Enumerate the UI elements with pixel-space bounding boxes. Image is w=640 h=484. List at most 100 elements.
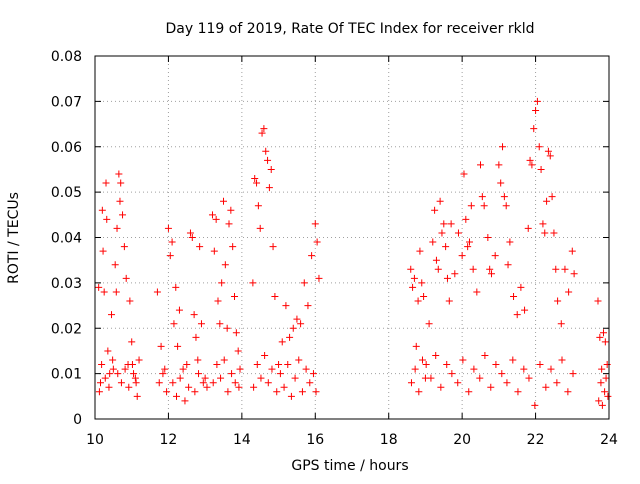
- data-point: [103, 215, 111, 223]
- data-point: [481, 351, 489, 359]
- x-tick-label: 10: [86, 432, 104, 448]
- data-point: [530, 125, 538, 133]
- data-point: [302, 365, 310, 373]
- data-point: [169, 379, 177, 387]
- data-point: [97, 379, 105, 387]
- data-point: [442, 243, 450, 251]
- y-axis-label: ROTI / TECUs: [6, 192, 22, 284]
- data-point: [499, 143, 507, 151]
- data-point: [133, 392, 141, 400]
- data-point: [231, 379, 239, 387]
- y-tick-label: 0.03: [51, 276, 82, 292]
- data-point: [98, 361, 106, 369]
- data-point: [280, 383, 288, 391]
- data-point: [547, 365, 555, 373]
- data-point: [601, 338, 609, 346]
- data-point: [487, 383, 495, 391]
- data-point: [407, 379, 415, 387]
- data-point: [543, 197, 551, 205]
- data-point: [565, 288, 573, 296]
- data-point: [437, 383, 445, 391]
- data-point: [196, 243, 204, 251]
- data-point: [101, 374, 109, 382]
- data-point: [225, 220, 233, 228]
- data-point: [95, 388, 103, 396]
- y-tick-label: 0.01: [51, 367, 82, 383]
- data-point: [427, 374, 435, 382]
- data-point: [420, 292, 428, 300]
- data-point: [258, 129, 266, 137]
- data-point: [598, 401, 606, 409]
- data-point: [418, 279, 426, 287]
- data-point: [300, 279, 308, 287]
- data-point: [188, 234, 196, 241]
- x-tick-label: 18: [380, 432, 398, 448]
- data-point: [454, 229, 462, 237]
- data-point: [495, 161, 503, 169]
- data-point: [125, 383, 133, 391]
- data-point: [486, 265, 494, 273]
- data-point: [282, 302, 290, 310]
- data-point: [269, 243, 277, 251]
- data-point: [451, 270, 459, 278]
- data-point: [221, 261, 229, 269]
- data-point: [564, 388, 572, 396]
- data-point: [454, 379, 462, 387]
- data-point: [132, 379, 140, 387]
- data-point: [131, 374, 139, 382]
- data-point: [443, 361, 451, 369]
- data-point: [232, 329, 240, 337]
- data-point: [122, 274, 130, 282]
- data-point: [208, 211, 216, 219]
- data-point: [431, 206, 439, 214]
- data-point: [462, 215, 470, 223]
- data-point: [159, 370, 167, 378]
- data-point: [306, 379, 314, 387]
- data-point: [418, 356, 426, 364]
- data-point: [192, 333, 200, 341]
- data-point: [595, 397, 603, 405]
- data-point: [115, 170, 123, 178]
- data-point: [604, 392, 612, 400]
- data-point: [210, 247, 218, 255]
- data-point: [117, 179, 125, 187]
- data-point: [448, 370, 456, 378]
- data-point: [533, 97, 541, 105]
- data-point: [438, 229, 446, 237]
- data-point: [114, 370, 122, 378]
- data-point: [459, 356, 467, 364]
- data-point: [535, 143, 543, 151]
- y-tick-label: 0.08: [51, 49, 82, 65]
- data-point: [414, 297, 422, 305]
- data-point: [554, 297, 562, 305]
- x-tick-label: 16: [306, 432, 324, 448]
- data-point: [214, 297, 222, 305]
- data-point: [228, 370, 236, 378]
- data-point: [120, 243, 128, 251]
- x-axis-label: GPS time / hours: [291, 458, 408, 474]
- data-point: [113, 224, 121, 232]
- data-point: [164, 224, 172, 232]
- data-point: [541, 229, 549, 237]
- data-point: [602, 374, 610, 382]
- data-point: [526, 156, 534, 164]
- data-point: [464, 243, 472, 251]
- data-point: [173, 392, 181, 400]
- data-point: [112, 288, 120, 296]
- data-point: [201, 374, 209, 382]
- data-point: [128, 338, 136, 346]
- data-point: [603, 361, 611, 369]
- data-point: [520, 365, 528, 373]
- data-point: [304, 302, 312, 310]
- data-point: [157, 342, 165, 350]
- data-point: [256, 224, 264, 232]
- data-point: [480, 202, 488, 210]
- data-point: [102, 179, 110, 187]
- data-point: [186, 229, 194, 237]
- data-point: [465, 388, 473, 396]
- data-point: [267, 165, 275, 173]
- data-point: [436, 197, 444, 205]
- data-point: [170, 320, 178, 328]
- data-point: [231, 292, 239, 300]
